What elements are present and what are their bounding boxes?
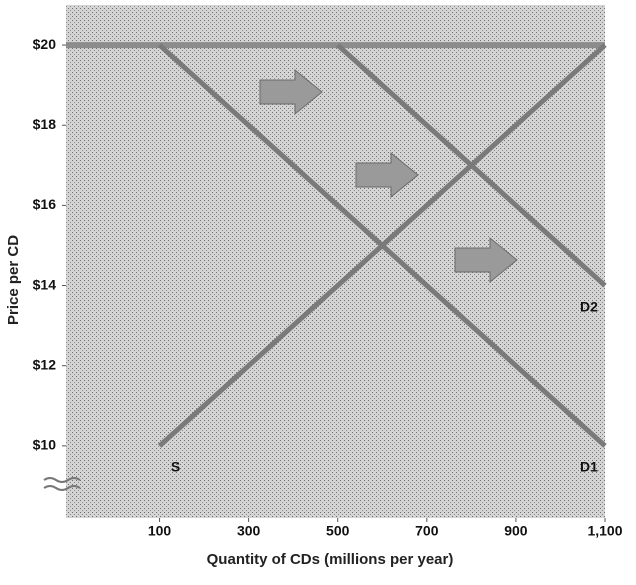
line-series — [336, 43, 607, 288]
x-tick-label: 300 — [237, 523, 261, 539]
arrow — [355, 151, 419, 199]
shift-arrows — [259, 68, 518, 284]
y-tick-label: $14 — [33, 276, 57, 292]
series-label: D2 — [580, 298, 598, 314]
line-series — [157, 43, 607, 448]
arrow — [259, 68, 323, 116]
y-tick-label: $16 — [33, 196, 57, 212]
y-tick-label: $20 — [33, 36, 57, 52]
series-label: S — [171, 459, 180, 475]
plot-area — [66, 5, 605, 518]
x-tick-label: 100 — [148, 523, 172, 539]
series-label: D1 — [580, 459, 598, 475]
y-tick-label: $10 — [33, 437, 57, 453]
x-tick-label: 700 — [415, 523, 439, 539]
break-mark — [43, 485, 81, 491]
x-axis-title: Quantity of CDs (millions per year) — [207, 551, 454, 568]
y-tick-label: $12 — [33, 356, 57, 372]
axis-break — [43, 477, 81, 491]
y-axis-title: Price per CD — [5, 235, 22, 325]
break-mark — [43, 477, 81, 483]
y-tick-label: $18 — [33, 116, 57, 132]
x-tick-label: 500 — [326, 523, 350, 539]
arrow — [454, 236, 518, 284]
x-tick-label: 900 — [504, 523, 528, 539]
x-tick-label: 1,100 — [587, 523, 622, 539]
